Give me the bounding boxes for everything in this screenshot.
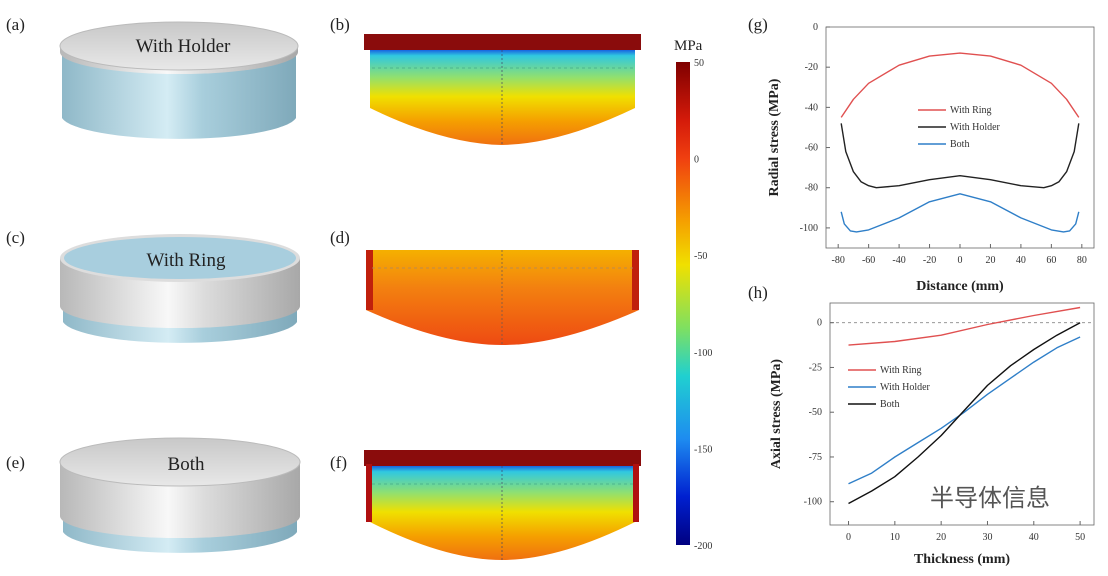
x-tick-label: 0 (846, 532, 851, 543)
series-line-both (848, 322, 1081, 505)
plot-frame (829, 302, 1095, 526)
panel-label-b: (b) (330, 15, 350, 34)
series-line-with-holder (848, 336, 1081, 485)
stress-map-both (364, 450, 641, 560)
x-tick-label: 0 (958, 255, 963, 266)
colorbar-tick-label: 0 (694, 155, 699, 166)
plot-frame (825, 26, 1095, 249)
y-tick-label: -60 (805, 143, 818, 154)
y-tick-label: -100 (800, 223, 818, 234)
y-axis-label: Radial stress (MPa) (767, 78, 782, 196)
x-tick-label: -60 (862, 255, 875, 266)
y-tick-label: 0 (817, 318, 822, 329)
colorbar-tick-label: -50 (694, 251, 707, 262)
x-tick-label: 50 (1075, 532, 1085, 543)
y-tick-label: -80 (805, 183, 818, 194)
x-tick-label: 80 (1077, 255, 1087, 266)
y-tick-label: -50 (809, 407, 822, 418)
y-tick-label: -100 (804, 497, 822, 508)
x-tick-label: 40 (1016, 255, 1026, 266)
panel-label-f: (f) (330, 453, 347, 472)
panel-label-h: (h) (748, 283, 768, 302)
y-axis-label: Axial stress (MPa) (769, 359, 784, 469)
disk-with-ring: With Ring (60, 234, 300, 343)
stress-map-holder (364, 34, 641, 145)
chart-radial-stress: -80 -60 -40 -20 0 20 40 60 80 0 -20 -40 -60 -80 -100 Di… (767, 22, 1095, 294)
panel-label-g: (g) (748, 15, 768, 34)
x-tick-label: -20 (923, 255, 936, 266)
stress-map-ring (366, 250, 639, 345)
x-tick-label: 60 (1046, 255, 1056, 266)
legend-label: Both (880, 399, 899, 410)
legend-label: With Holder (880, 382, 931, 393)
colorbar: MPa 50 0 -50 -100 -150 -200 (674, 38, 712, 552)
panel-label-a: (a) (6, 15, 25, 34)
colorbar-unit: MPa (674, 38, 703, 54)
x-axis-label: Thickness (mm) (914, 552, 1010, 567)
colorbar-tick-label: -150 (694, 444, 712, 455)
x-tick-label: -40 (892, 255, 905, 266)
legend-label: Both (950, 139, 969, 150)
x-tick-label: 40 (1029, 532, 1039, 543)
chart-axial-stress: 0 10 20 30 40 50 0 -25 -50 -75 -100 Thickness (mm) A… (769, 302, 1095, 567)
panel-label-e: (e) (6, 453, 25, 472)
series-line-with-holder (840, 123, 1080, 189)
colorbar-tick-label: -100 (694, 348, 712, 359)
legend-label: With Ring (880, 365, 922, 376)
y-tick-label: -75 (809, 452, 822, 463)
x-tick-label: 10 (890, 532, 900, 543)
y-tick-label: 0 (813, 22, 818, 33)
disk-label-with-holder: With Holder (136, 36, 231, 57)
x-tick-label: 20 (985, 255, 995, 266)
series-line-with-ring (848, 306, 1081, 346)
watermark: 半导体信息 (930, 485, 1050, 512)
panel-label-c: (c) (6, 228, 25, 247)
panel-label-d: (d) (330, 228, 350, 247)
x-tick-label: 30 (982, 532, 992, 543)
y-tick-label: -25 (809, 362, 822, 373)
colorbar-tick-label: -200 (694, 541, 712, 552)
series-line-both (840, 193, 1080, 233)
y-tick-label: -20 (805, 62, 818, 73)
series-line-with-ring (840, 52, 1080, 118)
x-axis-label: Distance (mm) (916, 279, 1004, 294)
x-tick-label: -80 (832, 255, 845, 266)
disk-both: Both (59, 437, 301, 553)
disk-with-holder: With Holder (59, 21, 299, 139)
disk-label-both: Both (168, 454, 205, 475)
legend-label: With Ring (950, 105, 992, 116)
colorbar-tick-label: 50 (694, 58, 704, 69)
disk-label-with-ring: With Ring (147, 250, 226, 271)
legend-label: With Holder (950, 122, 1001, 133)
x-tick-label: 20 (936, 532, 946, 543)
y-tick-label: -40 (805, 102, 818, 113)
